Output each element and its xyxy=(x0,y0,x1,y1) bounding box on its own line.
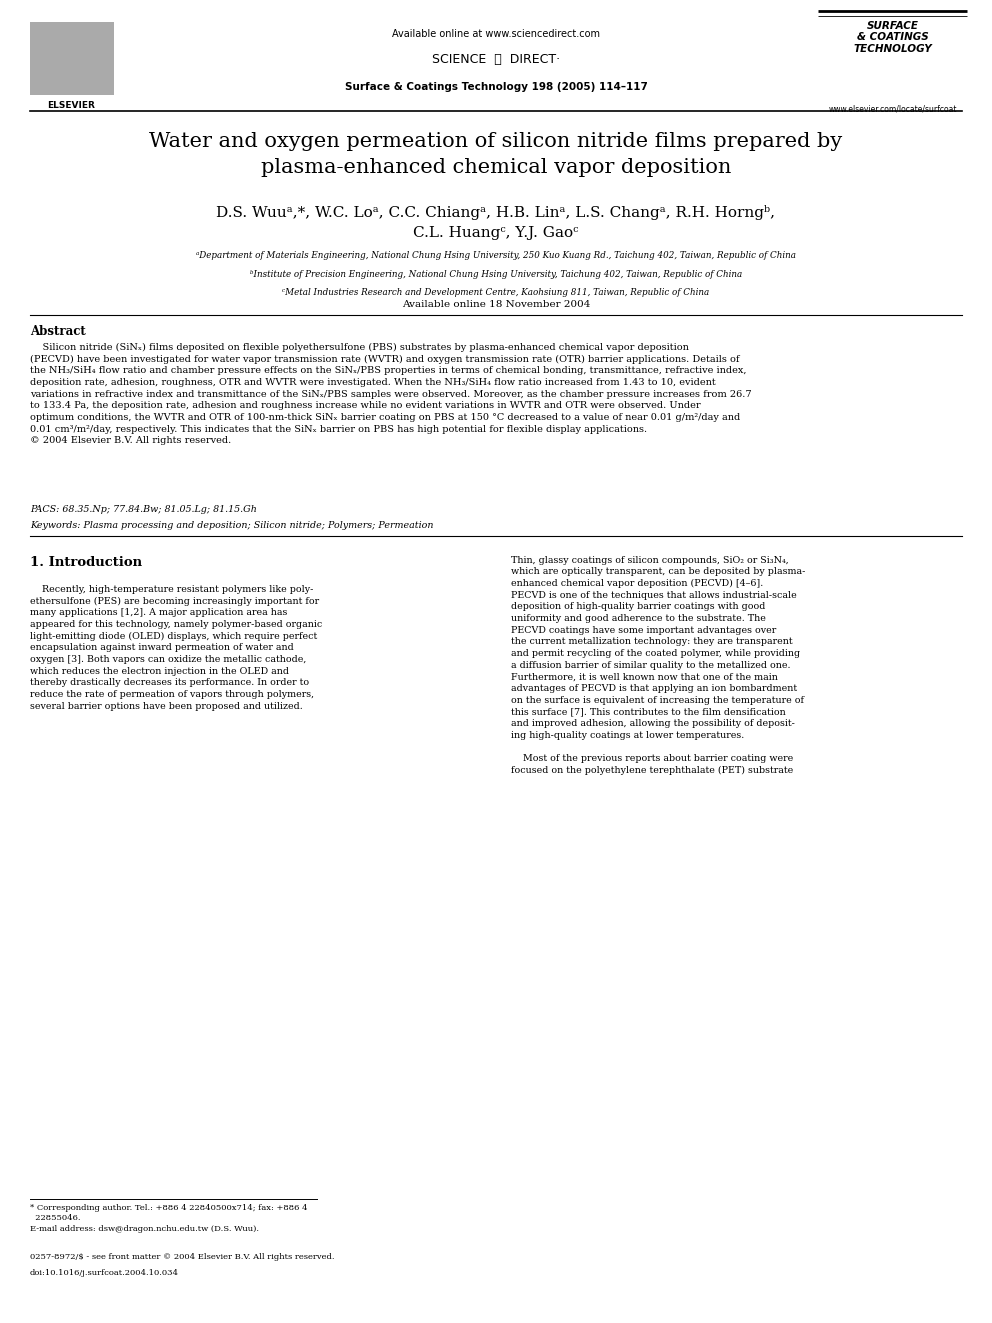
Text: Silicon nitride (SiNₓ) films deposited on flexible polyethersulfone (PBS) substr: Silicon nitride (SiNₓ) films deposited o… xyxy=(30,343,751,446)
Text: Available online 18 November 2004: Available online 18 November 2004 xyxy=(402,300,590,310)
Text: 1. Introduction: 1. Introduction xyxy=(30,556,142,569)
Text: Thin, glassy coatings of silicon compounds, SiO₂ or Si₃N₄,
which are optically t: Thin, glassy coatings of silicon compoun… xyxy=(511,556,806,775)
Text: C.L. Huangᶜ, Y.J. Gaoᶜ: C.L. Huangᶜ, Y.J. Gaoᶜ xyxy=(414,226,578,241)
Text: Recently, high-temperature resistant polymers like poly-
ethersulfone (PES) are : Recently, high-temperature resistant pol… xyxy=(30,585,322,710)
Text: www.elsevier.com/locate/surfcoat: www.elsevier.com/locate/surfcoat xyxy=(828,105,957,114)
Text: * Corresponding author. Tel.: +886 4 22840500x714; fax: +886 4
  22855046.: * Corresponding author. Tel.: +886 4 228… xyxy=(30,1204,308,1221)
Text: PACS: 68.35.Np; 77.84.Bw; 81.05.Lg; 81.15.Gh: PACS: 68.35.Np; 77.84.Bw; 81.05.Lg; 81.1… xyxy=(30,505,257,515)
Text: E-mail address: dsw@dragon.nchu.edu.tw (D.S. Wuu).: E-mail address: dsw@dragon.nchu.edu.tw (… xyxy=(30,1225,259,1233)
FancyBboxPatch shape xyxy=(30,22,114,95)
Text: SURFACE
& COATINGS
TECHNOLOGY: SURFACE & COATINGS TECHNOLOGY xyxy=(853,21,932,53)
Text: Surface & Coatings Technology 198 (2005) 114–117: Surface & Coatings Technology 198 (2005)… xyxy=(344,82,648,93)
Text: SCIENCE  ⓐ  DIRECT·: SCIENCE ⓐ DIRECT· xyxy=(432,53,560,66)
Text: doi:10.1016/j.surfcoat.2004.10.034: doi:10.1016/j.surfcoat.2004.10.034 xyxy=(30,1269,179,1277)
Text: 0257-8972/$ - see front matter © 2004 Elsevier B.V. All rights reserved.: 0257-8972/$ - see front matter © 2004 El… xyxy=(30,1253,334,1261)
Text: ᶜMetal Industries Research and Development Centre, Kaohsiung 811, Taiwan, Republ: ᶜMetal Industries Research and Developme… xyxy=(283,288,709,298)
Text: ᵇInstitute of Precision Engineering, National Chung Hsing University, Taichung 4: ᵇInstitute of Precision Engineering, Nat… xyxy=(250,270,742,279)
Text: Water and oxygen permeation of silicon nitride films prepared by
plasma-enhanced: Water and oxygen permeation of silicon n… xyxy=(150,132,842,177)
Text: Abstract: Abstract xyxy=(30,325,85,339)
Text: Available online at www.sciencedirect.com: Available online at www.sciencedirect.co… xyxy=(392,29,600,40)
Text: D.S. Wuuᵃ,*, W.C. Loᵃ, C.C. Chiangᵃ, H.B. Linᵃ, L.S. Changᵃ, R.H. Horngᵇ,: D.S. Wuuᵃ,*, W.C. Loᵃ, C.C. Chiangᵃ, H.B… xyxy=(216,205,776,220)
Text: ᵃDepartment of Materials Engineering, National Chung Hsing University, 250 Kuo K: ᵃDepartment of Materials Engineering, Na… xyxy=(196,251,796,261)
Text: ELSEVIER: ELSEVIER xyxy=(48,101,95,110)
Text: Keywords: Plasma processing and deposition; Silicon nitride; Polymers; Permeatio: Keywords: Plasma processing and depositi… xyxy=(30,521,434,531)
